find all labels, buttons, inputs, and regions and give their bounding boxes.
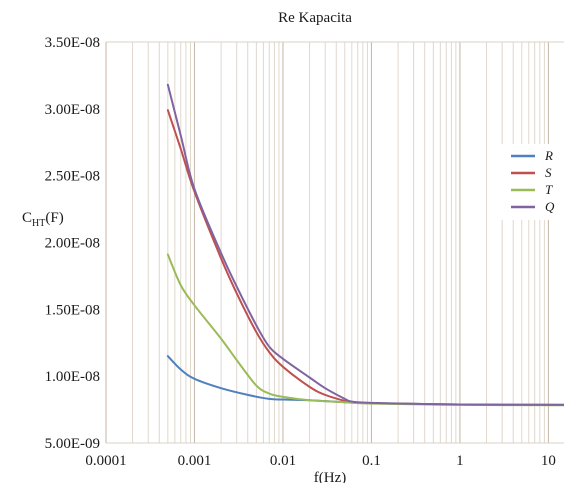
x-tick-label: 1 xyxy=(456,453,464,469)
y-tick-label: 2.00E-08 xyxy=(45,236,100,252)
y-tick-label: 3.50E-08 xyxy=(45,35,100,51)
x-tick-label: 0.01 xyxy=(270,453,296,469)
x-tick-label: 0.1 xyxy=(362,453,381,469)
legend-label-r: R xyxy=(544,148,553,163)
y-axis-label-subscript: HT xyxy=(32,218,45,229)
y-axis-tick-labels: 5.00E-09 1.00E-08 1.50E-08 2.00E-08 2.50E-08… xyxy=(45,35,100,452)
legend-label-s: S xyxy=(545,165,552,180)
legend-label-q: Q xyxy=(545,199,555,214)
y-tick-label: 1.50E-08 xyxy=(45,302,100,318)
y-axis-label: CHT(F) xyxy=(22,210,64,229)
x-axis-label: f(Hz) xyxy=(314,470,346,483)
y-tick-label: 2.50E-08 xyxy=(45,169,100,185)
y-axis-label-unit: (F) xyxy=(45,210,63,226)
y-axis-label-main: C xyxy=(22,210,32,226)
gridlines xyxy=(105,42,549,443)
x-axis-tick-labels: 0.0001 0.001 0.01 0.1 1 10 xyxy=(85,453,556,469)
legend-label-t: T xyxy=(545,182,553,197)
x-tick-label: 0.001 xyxy=(178,453,212,469)
y-tick-label: 1.00E-08 xyxy=(45,369,100,385)
y-tick-label: 3.00E-08 xyxy=(45,102,100,118)
x-tick-label: 0.0001 xyxy=(85,453,126,469)
chart-title: Re Kapacita xyxy=(278,10,352,26)
x-tick-label: 10 xyxy=(541,453,556,469)
y-tick-label: 5.00E-09 xyxy=(45,436,100,452)
series-lines xyxy=(166,83,564,407)
series-line-q xyxy=(166,83,564,406)
